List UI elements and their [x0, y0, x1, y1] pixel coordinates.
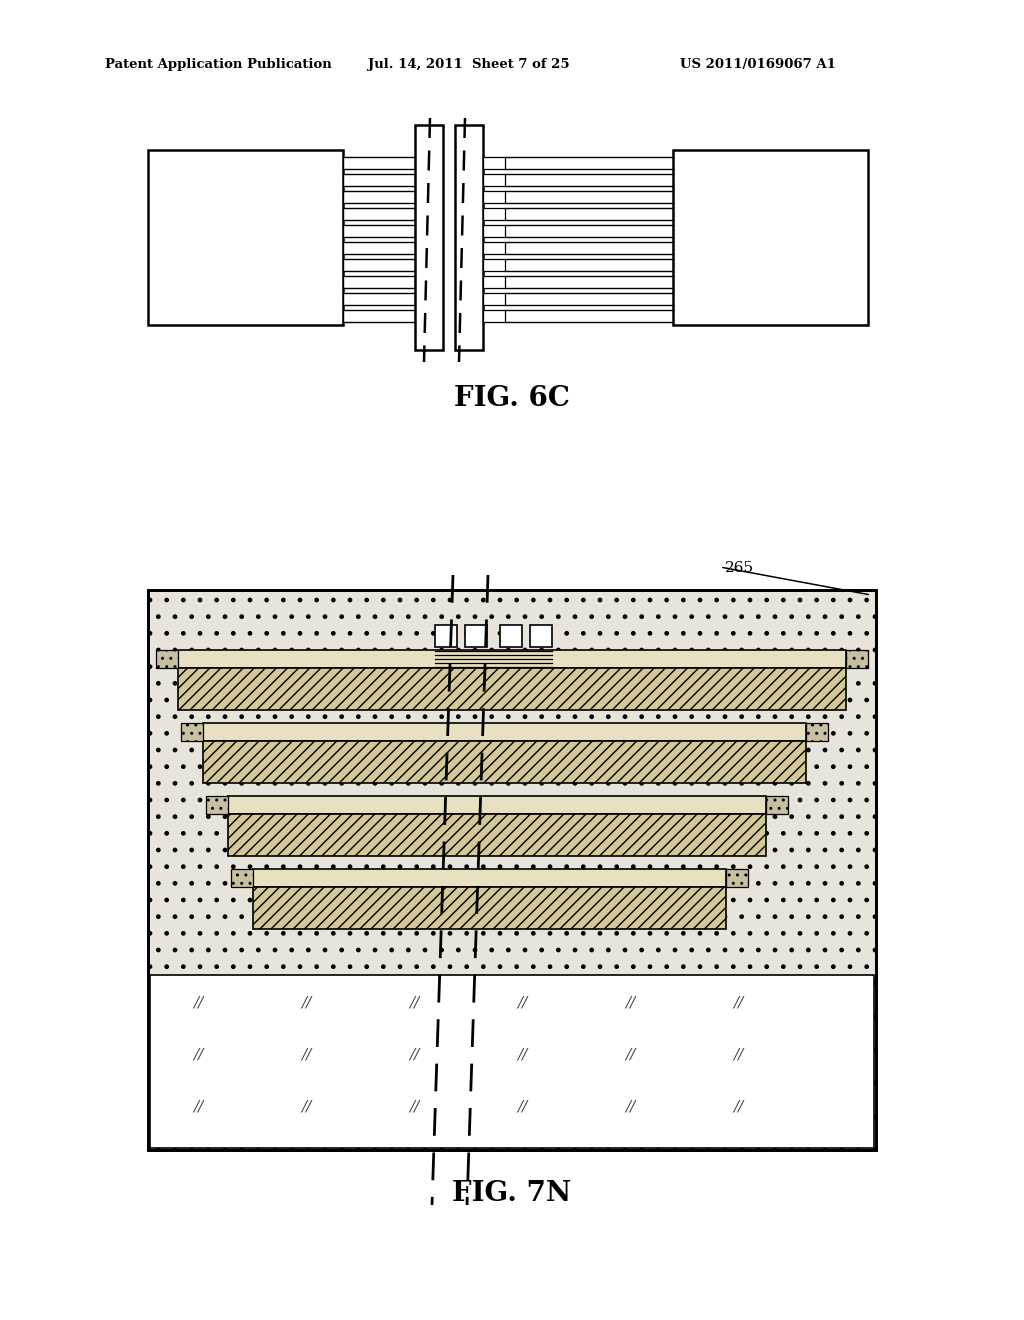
- Bar: [228, 814, 766, 855]
- Bar: [206, 796, 228, 814]
- Text: //: //: [625, 1100, 635, 1114]
- Bar: [483, 242, 505, 253]
- Text: //: //: [301, 1048, 311, 1063]
- Bar: [500, 624, 522, 647]
- Bar: [343, 191, 415, 203]
- Bar: [343, 276, 415, 288]
- Text: //: //: [517, 997, 527, 1010]
- Bar: [148, 150, 343, 325]
- Bar: [483, 157, 505, 169]
- Text: //: //: [193, 997, 203, 1010]
- Text: FIG. 7N: FIG. 7N: [453, 1180, 571, 1206]
- Bar: [465, 624, 487, 647]
- Text: //: //: [301, 997, 311, 1010]
- Bar: [483, 293, 505, 305]
- Bar: [343, 242, 415, 253]
- Bar: [148, 590, 876, 1150]
- Text: //: //: [409, 1048, 419, 1063]
- Bar: [178, 649, 846, 668]
- Bar: [178, 668, 846, 710]
- Bar: [343, 310, 415, 322]
- Bar: [530, 624, 552, 647]
- Text: //: //: [409, 997, 419, 1010]
- Bar: [415, 125, 443, 350]
- Bar: [343, 259, 415, 271]
- Bar: [343, 157, 415, 169]
- Bar: [343, 293, 415, 305]
- Text: //: //: [517, 1100, 527, 1114]
- Bar: [455, 125, 483, 350]
- Text: //: //: [301, 1100, 311, 1114]
- Bar: [846, 649, 868, 668]
- Text: //: //: [733, 1100, 743, 1114]
- Text: 265: 265: [725, 561, 754, 576]
- Text: //: //: [409, 1100, 419, 1114]
- Text: //: //: [625, 1048, 635, 1063]
- Bar: [203, 723, 806, 741]
- Bar: [343, 224, 415, 238]
- Bar: [483, 259, 505, 271]
- Text: //: //: [193, 1100, 203, 1114]
- Bar: [253, 869, 726, 887]
- Bar: [766, 796, 788, 814]
- Bar: [483, 310, 505, 322]
- Bar: [343, 174, 415, 186]
- Bar: [673, 150, 868, 325]
- Bar: [150, 975, 874, 1148]
- Bar: [806, 723, 828, 741]
- Text: FIG. 6C: FIG. 6C: [454, 385, 570, 412]
- Text: //: //: [517, 1048, 527, 1063]
- Bar: [231, 869, 253, 887]
- Bar: [156, 649, 178, 668]
- Bar: [253, 887, 726, 929]
- Bar: [483, 209, 505, 220]
- Bar: [148, 590, 876, 1150]
- Bar: [181, 723, 203, 741]
- Text: //: //: [733, 997, 743, 1010]
- Text: Jul. 14, 2011  Sheet 7 of 25: Jul. 14, 2011 Sheet 7 of 25: [368, 58, 569, 71]
- Bar: [343, 209, 415, 220]
- Bar: [726, 869, 748, 887]
- Bar: [483, 224, 505, 238]
- Bar: [228, 796, 766, 814]
- Bar: [435, 624, 457, 647]
- Text: Patent Application Publication: Patent Application Publication: [105, 58, 332, 71]
- Bar: [483, 174, 505, 186]
- Bar: [203, 741, 806, 783]
- Text: //: //: [733, 1048, 743, 1063]
- Text: //: //: [625, 997, 635, 1010]
- Bar: [483, 276, 505, 288]
- Text: US 2011/0169067 A1: US 2011/0169067 A1: [680, 58, 836, 71]
- Bar: [483, 191, 505, 203]
- Text: //: //: [193, 1048, 203, 1063]
